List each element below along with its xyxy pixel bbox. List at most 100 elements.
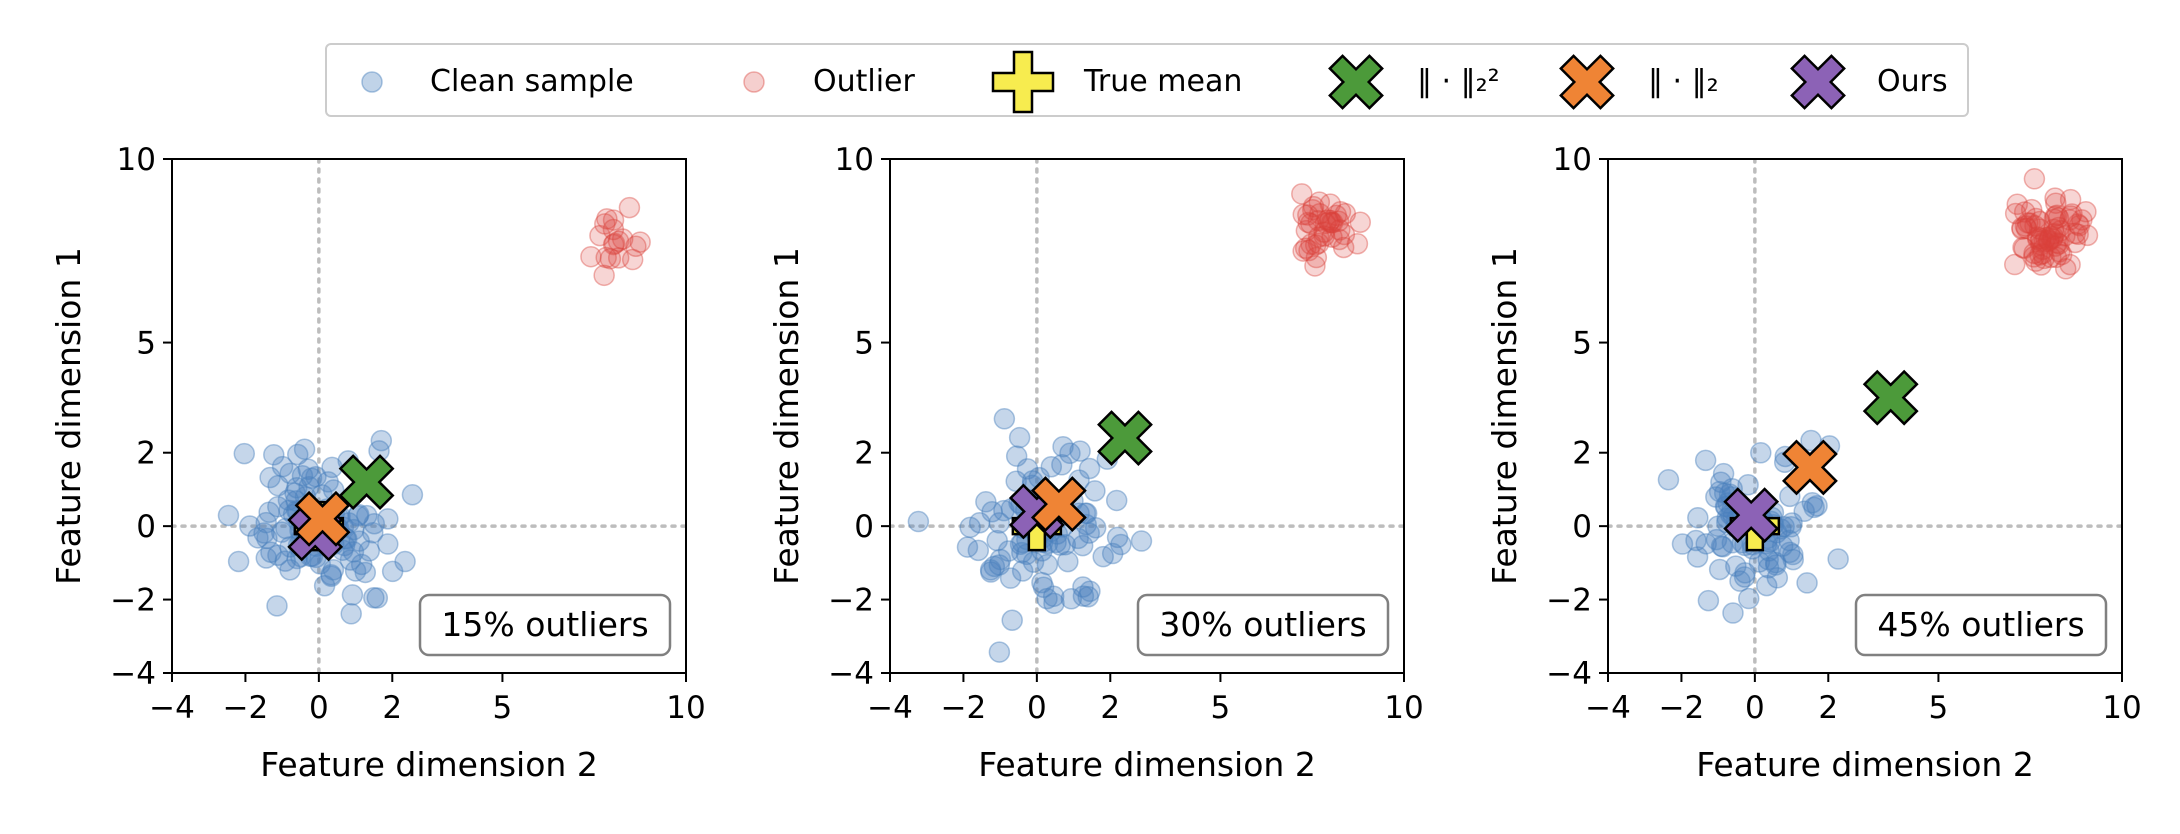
outlier-point (2019, 212, 2041, 234)
plot-area (1608, 159, 2122, 673)
outlier-point (2041, 228, 2064, 250)
outlier-point (1319, 193, 1342, 215)
clean-sample-point (1105, 489, 1128, 512)
clean-sample-point (967, 539, 990, 562)
clean-sample-point (1110, 533, 1132, 556)
outlier-point (625, 235, 647, 258)
y-tick-label: −2 (828, 583, 874, 619)
outlier-point (2044, 235, 2067, 257)
outlier-point (1294, 237, 1317, 259)
outlier-point (618, 196, 641, 219)
clean-circle-icon (361, 71, 383, 93)
outlier-point (2067, 223, 2089, 246)
outlier-point (2050, 243, 2073, 266)
x-tick-label: 5 (1211, 690, 1231, 726)
clean-sample-point (263, 444, 285, 466)
x-tick-label: −4 (867, 690, 913, 726)
y-tick-label: 5 (136, 326, 156, 362)
outlier-point (607, 230, 630, 252)
clean-sample-point (1737, 473, 1759, 496)
outlier-point (1300, 233, 1322, 256)
legend: Clean sample Outlier True mean ‖ · ‖₂² ‖… (325, 43, 1969, 117)
outlier-point (2060, 205, 2082, 227)
clean-sample-point (260, 541, 282, 563)
clean-sample-point (1827, 548, 1849, 570)
outlier-circle-icon (743, 71, 765, 93)
outlier-point (2017, 212, 2039, 234)
outlier-point (2068, 214, 2091, 237)
legend-label-clean: Clean sample (430, 64, 634, 99)
y-tick-label: 2 (136, 436, 156, 472)
outlier-point (2045, 246, 2068, 269)
clean-sample-point (959, 516, 981, 539)
outlier-point (1304, 234, 1327, 256)
outlier-point (1314, 212, 1337, 235)
plus-marker-icon (991, 50, 1055, 114)
outlier-point (611, 228, 634, 250)
plot-frame (889, 158, 1405, 674)
outlier-point (2025, 207, 2047, 230)
clean-sample-point (988, 554, 1011, 576)
outlier-point (2012, 236, 2034, 259)
outlier-point (1307, 209, 1330, 232)
outlier-point (2042, 226, 2064, 248)
outlier-point (2037, 230, 2060, 253)
outlier-point (602, 218, 625, 241)
legend-label-ours: Ours (1877, 64, 1948, 99)
clean-sample-point (279, 462, 301, 485)
clean-sample-point (270, 521, 293, 543)
clean-sample-point (348, 530, 370, 552)
clean-sample-point (394, 550, 416, 573)
y-axis-label: Feature dimension 1 (1485, 247, 1524, 585)
outlier-point (2071, 209, 2093, 231)
y-tick-label: −4 (110, 656, 156, 692)
clean-sample-point (1697, 589, 1720, 612)
outlier-point (1307, 226, 1330, 248)
clean-sample-point (1005, 445, 1028, 467)
clean-sample-point (1737, 587, 1760, 610)
clean-sample-point (363, 586, 385, 609)
l2-estimate-marker (1782, 439, 1838, 496)
clean-sample-point (983, 555, 1006, 578)
outlier-point (2039, 225, 2062, 248)
clean-sample-point (1782, 548, 1804, 571)
clean-sample-point (988, 512, 1011, 534)
clean-sample-point (317, 471, 339, 493)
clean-sample-point (1806, 495, 1828, 517)
clean-sample-point (1793, 500, 1815, 523)
clean-sample-point (1801, 491, 1824, 514)
x-tick-label: 0 (309, 690, 329, 726)
outlier-point (603, 232, 626, 255)
clean-sample-point (274, 550, 297, 572)
outlier-point (1305, 246, 1328, 269)
outlier-annotation-box (418, 593, 672, 657)
outlier-point (1317, 209, 1339, 231)
outlier-point (2046, 232, 2069, 254)
clean-sample-point (287, 443, 309, 466)
clean-sample-point (1780, 516, 1802, 538)
outlier-point (2064, 231, 2086, 254)
clean-sample-point (1705, 528, 1728, 551)
sq-l2-estimate-marker (1862, 369, 1919, 426)
clean-sample-point (354, 561, 377, 584)
outlier-point (1332, 236, 1355, 259)
outlier-point (1300, 212, 1322, 235)
y-tick-label: 10 (835, 142, 874, 178)
clean-sample-point (956, 536, 979, 558)
clean-sample-point (297, 458, 319, 480)
clean-sample-point (256, 527, 278, 550)
outlier-point (2049, 220, 2072, 242)
clean-sample-point (362, 522, 384, 544)
clean-sample-point (1765, 554, 1787, 576)
outlier-point (2032, 238, 2054, 261)
legend-label-true-mean: True mean (1083, 64, 1242, 99)
outlier-point (1349, 211, 1371, 233)
outlier-point (602, 233, 625, 256)
outlier-point (1319, 209, 1341, 232)
x-tick-label: 5 (1929, 690, 1949, 726)
clean-sample-point (1708, 480, 1731, 503)
clean-sample-point (284, 482, 306, 504)
clean-sample-point (1072, 585, 1095, 607)
clean-sample-point (293, 438, 316, 460)
